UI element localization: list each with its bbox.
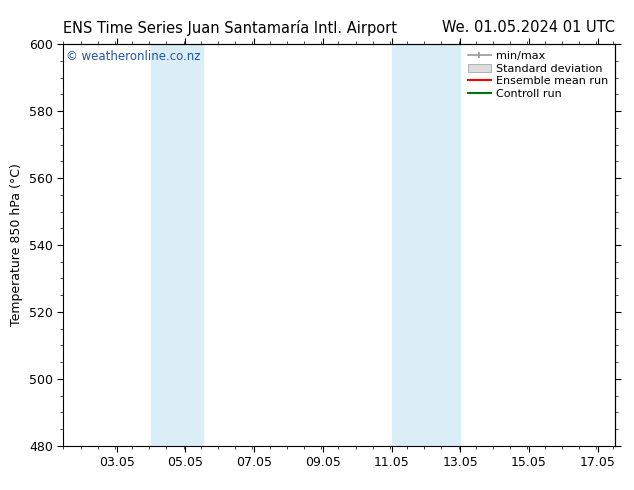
Y-axis label: Temperature 850 hPa (°C): Temperature 850 hPa (°C) [10,164,23,326]
Text: © weatheronline.co.nz: © weatheronline.co.nz [66,50,200,63]
Legend: min/max, Standard deviation, Ensemble mean run, Controll run: min/max, Standard deviation, Ensemble me… [464,47,612,103]
Bar [151,44,203,446]
Bar [392,44,460,446]
Text: ENS Time Series Juan Santamaría Intl. Airport: ENS Time Series Juan Santamaría Intl. Ai… [63,20,398,36]
Text: We. 01.05.2024 01 UTC: We. 01.05.2024 01 UTC [442,20,615,35]
